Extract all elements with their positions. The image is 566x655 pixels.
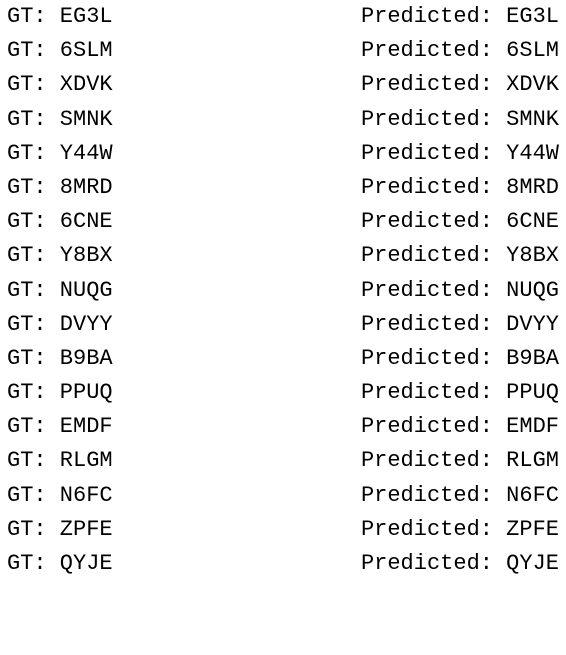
result-row: GT: 8MRD Predicted: 8MRD — [7, 175, 559, 209]
result-row: GT: DVYY Predicted: DVYY — [7, 312, 559, 346]
ground-truth-label: GT: B9BA — [7, 345, 113, 371]
ground-truth-label: GT: 6CNE — [7, 209, 113, 235]
predicted-label: Predicted: ZPFE — [360, 516, 559, 542]
predicted-label: Predicted: DVYY — [360, 311, 559, 337]
ground-truth-label: GT: EMDF — [7, 414, 113, 440]
result-row: GT: PPUQ Predicted: PPUQ — [7, 380, 559, 414]
result-row: GT: EMDF Predicted: EMDF — [7, 414, 559, 448]
ground-truth-label: GT: PPUQ — [7, 380, 113, 406]
ground-truth-label: GT: Y8BX — [7, 243, 113, 269]
result-row: GT: N6FC Predicted: N6FC — [7, 483, 559, 517]
result-row: GT: RLGM Predicted: RLGM — [7, 448, 559, 482]
result-row: GT: EG3L Predicted: EG3L — [7, 4, 559, 38]
ground-truth-label: GT: SMNK — [7, 106, 113, 132]
predicted-label: Predicted: Y8BX — [360, 243, 559, 269]
ground-truth-label: GT: RLGM — [7, 448, 113, 474]
predicted-label: Predicted: Y44W — [360, 140, 559, 166]
predicted-label: Predicted: 8MRD — [360, 174, 559, 200]
result-row: GT: B9BA Predicted: B9BA — [7, 346, 559, 380]
predicted-label: Predicted: RLGM — [360, 448, 559, 474]
predicted-label: Predicted: 6CNE — [360, 209, 559, 235]
result-row: GT: SMNK Predicted: SMNK — [7, 107, 559, 141]
predicted-label: Predicted: QYJE — [360, 551, 559, 576]
prediction-output: GT: EG3L Predicted: EG3L GT: 6SLM Predic… — [7, 4, 559, 585]
predicted-label: Predicted: EG3L — [360, 4, 559, 29]
ground-truth-label: GT: XDVK — [7, 72, 113, 98]
ground-truth-label: GT: NUQG — [7, 277, 113, 303]
result-row: GT: NUQG Predicted: NUQG — [7, 278, 559, 312]
predicted-label: Predicted: B9BA — [360, 345, 559, 371]
result-row: GT: Y44W Predicted: Y44W — [7, 141, 559, 175]
ground-truth-label: GT: 8MRD — [7, 174, 113, 200]
predicted-label: Predicted: EMDF — [360, 414, 559, 440]
predicted-label: Predicted: PPUQ — [360, 380, 559, 406]
predicted-label: Predicted: XDVK — [360, 72, 559, 98]
ground-truth-label: GT: DVYY — [7, 311, 113, 337]
result-row: GT: Y8BX Predicted: Y8BX — [7, 243, 559, 277]
predicted-label: Predicted: SMNK — [360, 106, 559, 132]
result-row: GT: 6SLM Predicted: 6SLM — [7, 38, 559, 72]
ground-truth-label: GT: ZPFE — [7, 516, 113, 542]
ground-truth-label: GT: N6FC — [7, 482, 113, 508]
ground-truth-label: GT: EG3L — [7, 4, 113, 29]
result-row: GT: QYJE Predicted: QYJE — [7, 551, 559, 585]
ground-truth-label: GT: QYJE — [7, 551, 113, 576]
predicted-label: Predicted: 6SLM — [360, 38, 559, 64]
predicted-label: Predicted: NUQG — [360, 277, 559, 303]
result-row: GT: 6CNE Predicted: 6CNE — [7, 209, 559, 243]
ground-truth-label: GT: 6SLM — [7, 38, 113, 64]
result-row: GT: ZPFE Predicted: ZPFE — [7, 517, 559, 551]
ground-truth-label: GT: Y44W — [7, 140, 113, 166]
predicted-label: Predicted: N6FC — [360, 482, 559, 508]
result-row: GT: XDVK Predicted: XDVK — [7, 72, 559, 106]
